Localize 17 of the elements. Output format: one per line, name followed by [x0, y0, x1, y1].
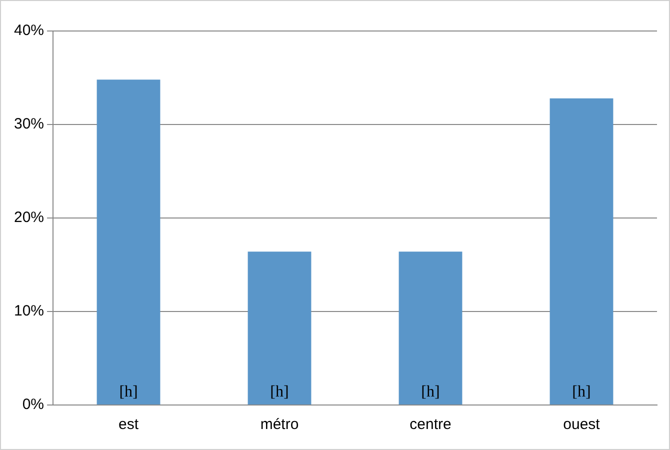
bar [550, 98, 614, 404]
data-label: [h] [572, 384, 591, 401]
y-tick-label: 40% [14, 22, 44, 40]
data-label: [h] [119, 384, 138, 401]
y-tick-label: 10% [14, 302, 44, 320]
bar [96, 80, 160, 404]
x-tick-label: est [118, 416, 140, 434]
data-label: [h] [270, 384, 289, 401]
x-tick-label: ouest [563, 416, 601, 434]
bar [398, 252, 462, 404]
y-tick-label: 0% [22, 396, 44, 414]
x-tick-label: métro [260, 416, 299, 434]
x-tick-label: centre [410, 416, 452, 434]
data-label: [h] [421, 384, 440, 401]
bar [248, 252, 312, 404]
y-tick-label: 30% [14, 116, 44, 133]
y-tick-label: 20% [14, 209, 44, 226]
